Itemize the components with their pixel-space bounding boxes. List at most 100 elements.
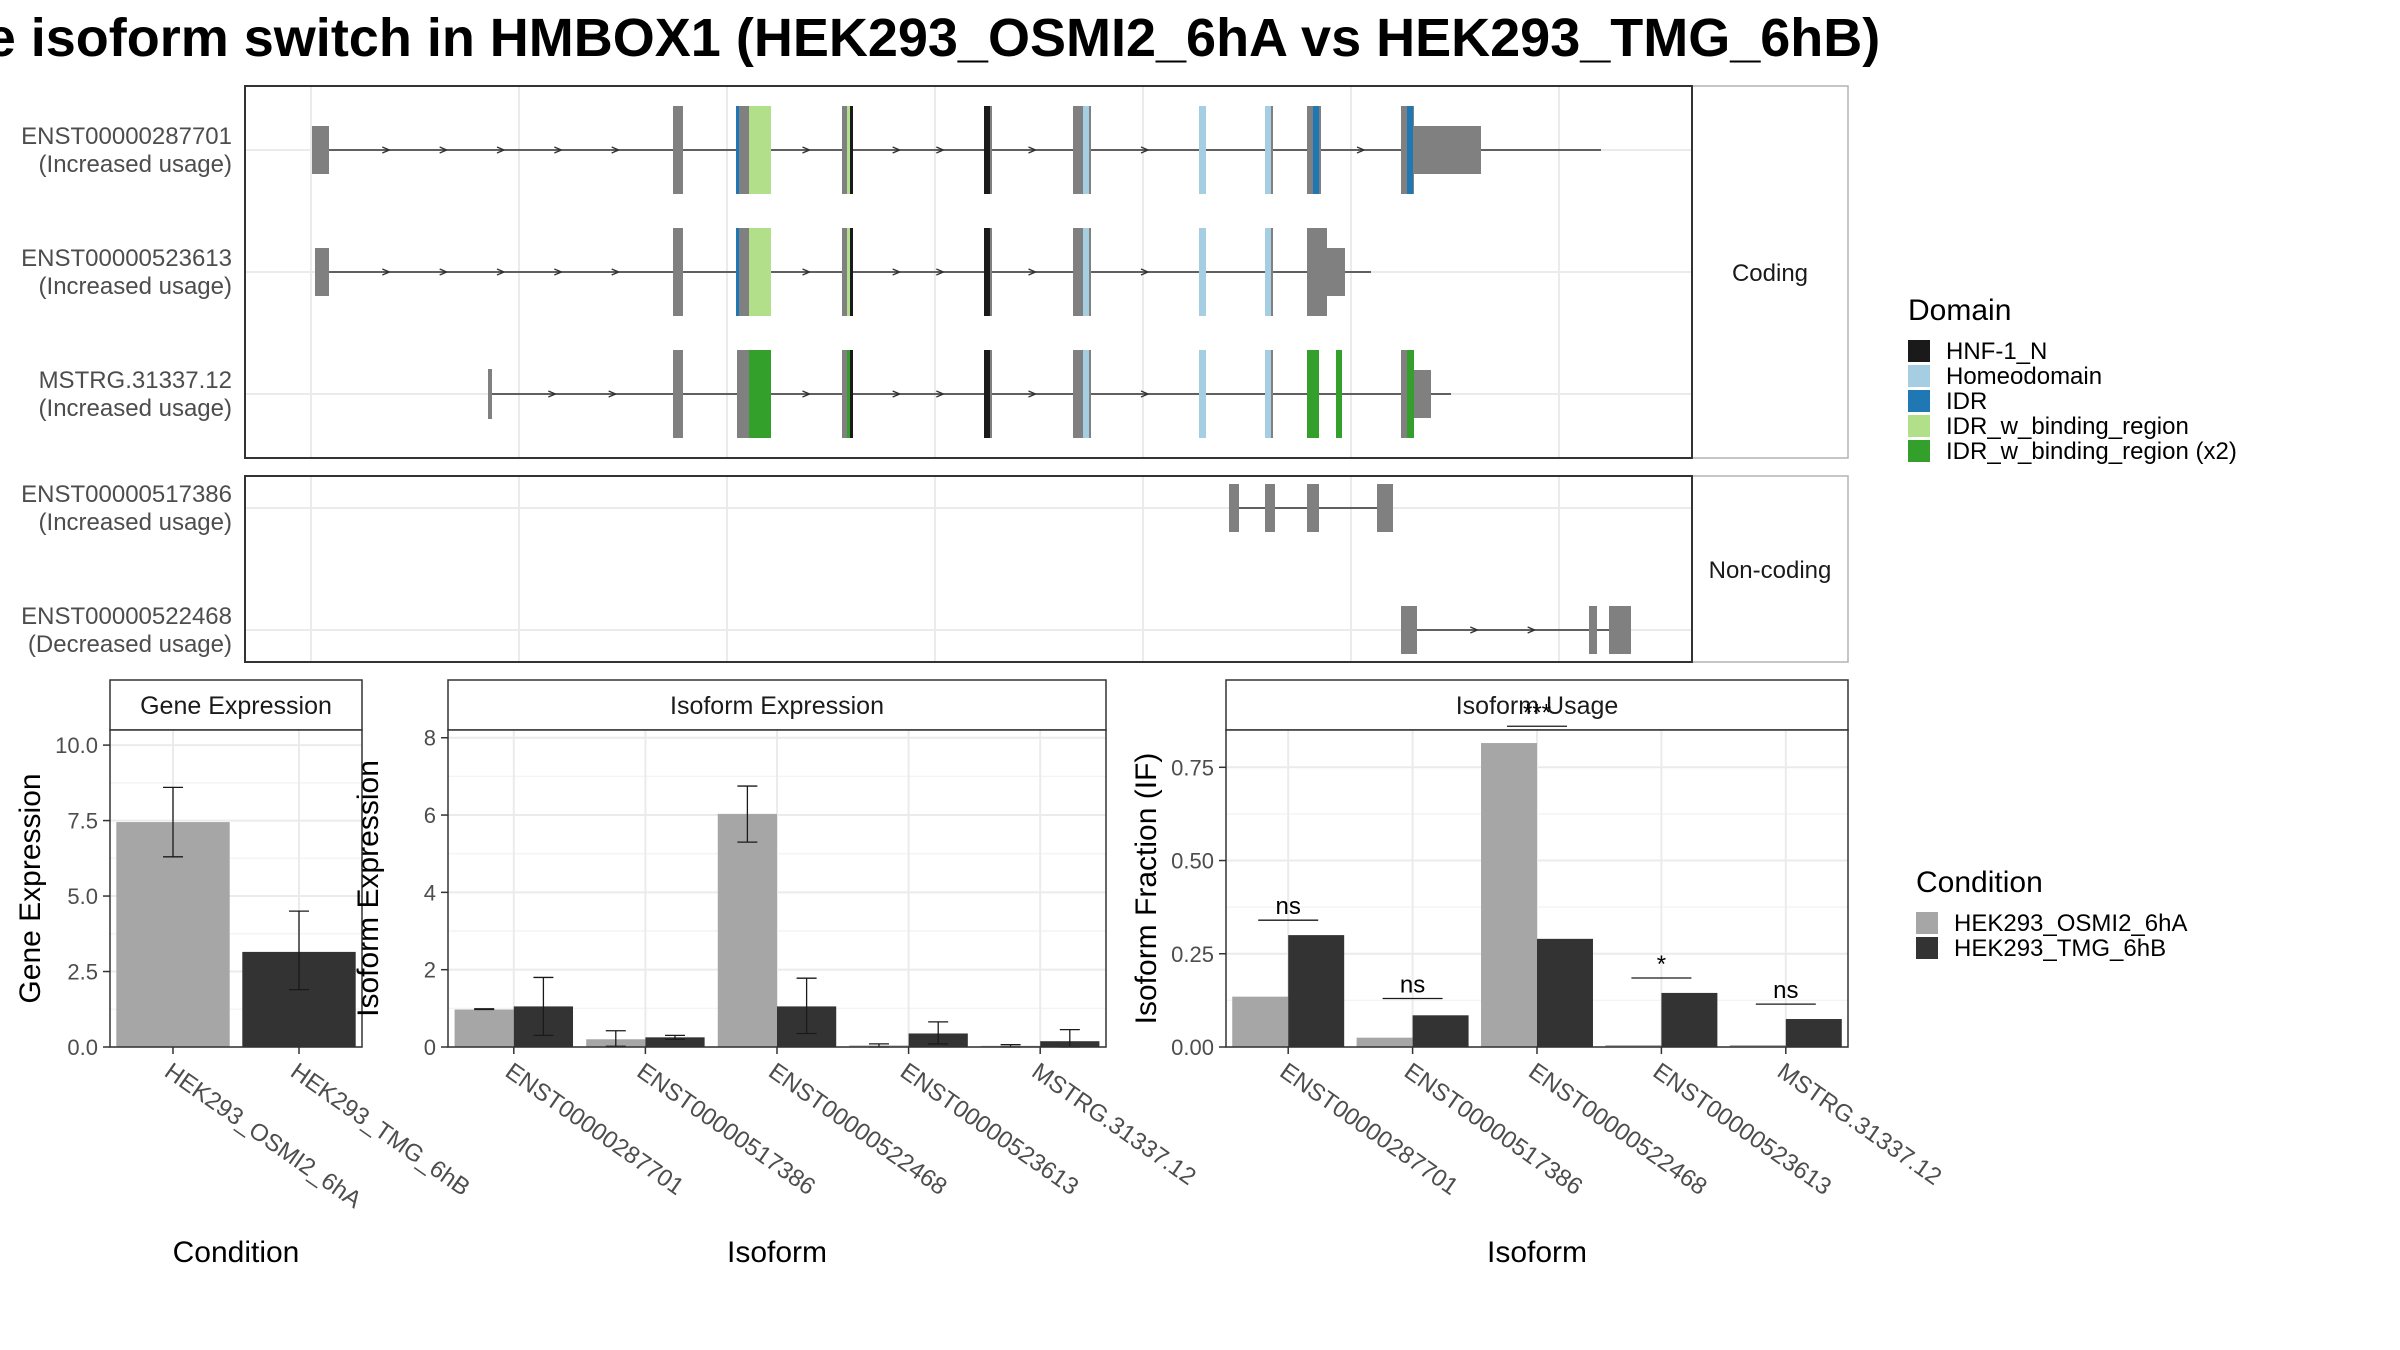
y-tick-label: 8 [424,726,436,751]
transcript-ENST00000523613 [315,228,1371,316]
plot-border [447,729,1107,1048]
panel-border [244,85,1693,459]
exon [1609,606,1631,654]
significance-label: ns [1400,972,1425,999]
domain-segment [1307,350,1319,438]
isoform-usage-chart: Isoform Usage0.000.250.500.75ENST0000028… [1130,679,1946,1269]
domain-segment [1199,228,1206,316]
domain-segment [850,350,853,438]
exon [673,350,683,438]
y-tick-label: 6 [424,803,436,828]
bar [645,1037,705,1047]
plot-border [1225,729,1849,1048]
legend-swatch [1908,390,1930,412]
domain-segment [847,350,850,438]
facet-strip [1691,475,1849,663]
y-tick-label: 7.5 [67,809,98,834]
bar [1537,938,1593,1047]
legend-label: IDR_w_binding_region [1946,413,2189,440]
bar [1412,1015,1469,1047]
intron-arrow [382,268,392,276]
intron-arrow [892,268,902,276]
chart-title: Gene Expression [140,692,332,720]
significance-label: ns [1276,893,1301,920]
intron-arrow [1356,146,1366,154]
transcript-usage-label: (Increased usage) [39,273,232,300]
domain-segment [850,228,853,316]
y-tick-label: 0 [424,1035,436,1060]
intron-arrow [608,390,618,398]
exon [1229,484,1239,532]
legend-label: HEK293_OSMI2_6hA [1954,910,2187,937]
intron-arrow [1140,146,1150,154]
legend-swatch [1908,415,1930,437]
exon [1073,350,1083,438]
domain-segment [736,228,739,316]
exon [1307,484,1319,532]
y-axis-title: Isoform Fraction (IF) [1130,753,1163,1025]
intron-arrow [496,146,506,154]
domain-segment [736,106,739,194]
y-axis-title: Gene Expression [14,773,47,1003]
domain-segment [1199,350,1206,438]
transcript-id-label: ENST00000522468 [21,603,232,630]
transcript-structure-panel: CodingNon-codingENST00000287701(Increase… [21,85,1849,663]
intron-arrow [802,390,812,398]
intron-arrow [892,390,902,398]
intron-arrow [611,268,621,276]
domain-segment [1083,350,1089,438]
transcript-id-label: ENST00000517386 [21,481,232,508]
legend-label: IDR [1946,388,1987,415]
domain-segment [1407,106,1413,194]
exon [1327,248,1345,296]
facet-strip [447,679,1107,731]
transcript-ENST00000522468 [1401,606,1631,654]
intron-arrow [892,146,902,154]
domain-segment [1199,106,1206,194]
exon [1073,228,1083,316]
domain-segment [984,350,990,438]
domain-segment [749,106,771,194]
legend-label: Homeodomain [1946,363,2102,390]
isoform-expression-chart: Isoform Expression02468ENST00000287701EN… [352,679,1201,1269]
y-tick-label: 0.0 [67,1035,98,1060]
exon [1401,606,1417,654]
transcript-MSTRG.31337.12 [488,350,1451,438]
legend-label: IDR_w_binding_region (x2) [1946,438,2237,465]
exon [842,228,847,316]
domain-legend: DomainHNF-1_NHomeodomainIDRIDR_w_binding… [1908,294,2237,465]
intron-arrow [382,146,392,154]
transcript-id-label: MSTRG.31337.12 [39,367,232,394]
transcript-usage-label: (Increased usage) [39,151,232,178]
domain-segment [850,106,853,194]
domain-segment [749,228,771,316]
exon [315,248,329,296]
intron-arrow [611,146,621,154]
exon [1414,126,1481,174]
legend-title: Condition [1916,866,2043,899]
intron-arrow [936,146,946,154]
domain-segment [1336,350,1342,438]
domain-segment [847,228,850,316]
facet-strip-label: Coding [1732,260,1808,287]
intron-arrow [554,146,564,154]
x-axis-title: Condition [173,1236,300,1269]
exon [1307,106,1313,194]
intron-arrow [1140,390,1150,398]
bar [1232,996,1289,1047]
transcript-ENST00000517386 [1229,484,1393,532]
panel-border [244,475,1693,663]
intron-arrow [936,390,946,398]
domain-segment [1083,106,1089,194]
intron-arrow [496,268,506,276]
intron-arrow [1470,626,1480,634]
exon [488,369,492,419]
facet-strip-label: Non-coding [1709,557,1832,584]
intron-arrow [1028,268,1038,276]
legend-title: Domain [1908,294,2011,327]
y-tick-label: 10.0 [55,733,98,758]
bar [717,813,777,1047]
bar [1481,743,1537,1047]
facet-strip [1691,85,1849,459]
